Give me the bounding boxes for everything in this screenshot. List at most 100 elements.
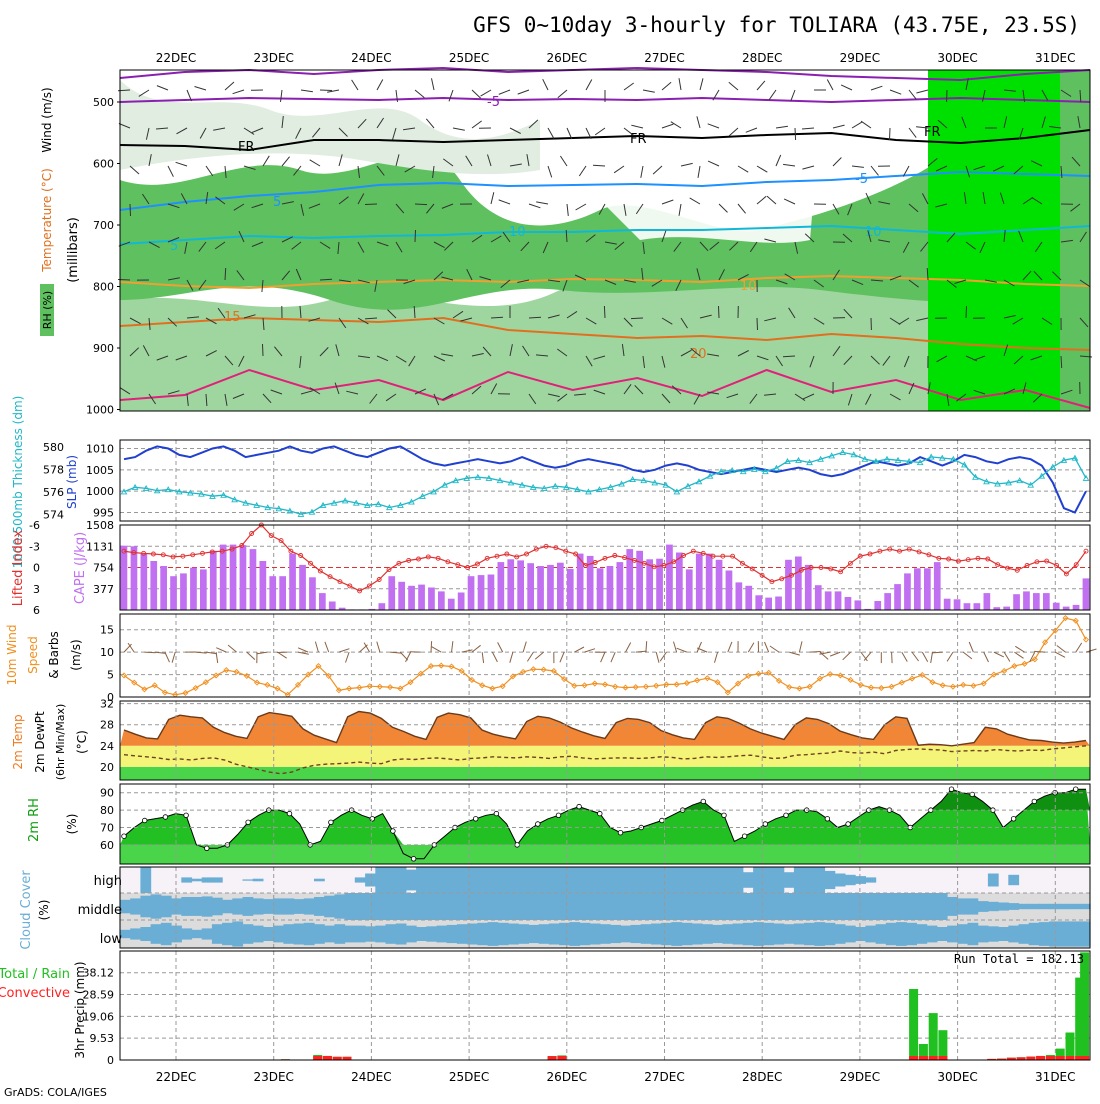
cape-bar bbox=[131, 546, 138, 610]
cape-bar bbox=[974, 603, 981, 610]
cloud-middle-bar bbox=[243, 897, 254, 916]
bottom-day-label: 26DEC bbox=[547, 1070, 587, 1084]
cloud-low-bar bbox=[937, 927, 948, 941]
cloud-low-bar bbox=[968, 923, 979, 945]
millibars-axis-label: (millibars) bbox=[66, 217, 81, 283]
cape-bar bbox=[1083, 578, 1090, 610]
temperature-axis-label: Temperature (°C) bbox=[40, 168, 54, 273]
rh2m-point bbox=[494, 811, 499, 816]
cape-tick: 377 bbox=[93, 583, 114, 596]
cloud-low-bar bbox=[202, 928, 213, 939]
wind10-barb bbox=[626, 643, 631, 653]
cloud-middle-bar bbox=[1059, 904, 1070, 909]
cloud-middle-bar bbox=[559, 893, 570, 920]
cloud-high-bar bbox=[600, 867, 611, 893]
cloud-middle-bar bbox=[631, 893, 642, 920]
cloud-middle-bar bbox=[876, 893, 887, 920]
cloud-high-bar bbox=[508, 867, 519, 893]
cloud-low-bar bbox=[671, 922, 682, 946]
temp2m-tick: 24 bbox=[100, 740, 114, 753]
cloud-middle-bar bbox=[610, 893, 621, 920]
cloud-high-bar bbox=[743, 872, 754, 888]
cape-bar bbox=[379, 603, 386, 610]
cloud-low-bar bbox=[702, 924, 713, 944]
precip-convective-bar bbox=[1026, 1057, 1035, 1060]
wind10-barb bbox=[247, 652, 255, 659]
wind-barb bbox=[320, 90, 332, 91]
contour-label: 10 bbox=[865, 225, 882, 240]
cloud-low-bar bbox=[365, 926, 376, 941]
cloud-middle-bar bbox=[651, 893, 662, 920]
rh2m-unit-label: (%) bbox=[65, 814, 79, 835]
cloud-middle-bar bbox=[722, 893, 733, 920]
cloud-low-bar bbox=[682, 923, 693, 945]
cloud-middle-bar bbox=[386, 893, 397, 920]
cloud-high-bar bbox=[396, 867, 407, 893]
cloud-low-bar bbox=[569, 922, 580, 946]
wind10-barb bbox=[172, 652, 175, 663]
rh2m-point bbox=[411, 857, 416, 862]
cloud-low-bar bbox=[181, 928, 192, 939]
precip-convective-bar bbox=[1046, 1056, 1055, 1060]
wind10-barb bbox=[1034, 651, 1045, 652]
wind10-barb bbox=[963, 652, 972, 659]
cloud-low-bar bbox=[1049, 921, 1060, 946]
cloud-high-bar bbox=[712, 867, 723, 893]
cloud-low-bar bbox=[355, 926, 366, 943]
cloud-low-bar bbox=[192, 930, 203, 938]
cloud-low-bar bbox=[1059, 921, 1070, 946]
cloud-high-bar bbox=[202, 877, 213, 882]
bottom-day-label: 24DEC bbox=[351, 1070, 391, 1084]
cape-bar bbox=[478, 575, 485, 610]
cloud-middle-bar bbox=[222, 900, 233, 914]
li-tick: -6 bbox=[29, 519, 40, 532]
cloud-middle-bar bbox=[569, 893, 580, 920]
cloud-high-bar bbox=[671, 867, 682, 893]
cape-bar bbox=[388, 576, 395, 610]
cloud-low-bar bbox=[804, 923, 815, 945]
cape-bar bbox=[964, 603, 971, 610]
top-day-label: 27DEC bbox=[644, 51, 684, 65]
cloud-low-bar bbox=[334, 924, 345, 944]
wind10-barb bbox=[390, 652, 401, 653]
rh2m-point bbox=[391, 829, 396, 834]
wind10-barb bbox=[406, 652, 411, 662]
cloud-middle-bar bbox=[784, 893, 795, 920]
wind-barb bbox=[1061, 356, 1062, 368]
wind10-barb bbox=[346, 652, 350, 662]
cloud-unit-label: (%) bbox=[37, 900, 51, 921]
cape-bar bbox=[121, 546, 128, 610]
wind10-barb bbox=[165, 652, 170, 662]
wind10-barb bbox=[298, 648, 308, 652]
precip-total-bar bbox=[929, 1013, 938, 1060]
cloud-middle-bar bbox=[151, 894, 162, 918]
cape-bar bbox=[269, 576, 276, 610]
wind-barb bbox=[719, 306, 720, 318]
cloud-low-bar bbox=[488, 922, 499, 946]
cloud-middle-bar bbox=[1070, 904, 1081, 909]
cloud-level-high: high bbox=[94, 874, 122, 889]
bottom-day-label: 25DEC bbox=[449, 1070, 489, 1084]
cape-bar bbox=[1023, 591, 1030, 610]
cloud-middle-bar bbox=[263, 899, 274, 914]
wind-barb bbox=[604, 306, 605, 318]
cloud-high-bar bbox=[610, 867, 621, 893]
precip-convective-bar bbox=[929, 1056, 938, 1060]
cloud-low-bar bbox=[855, 927, 866, 941]
wind10-barb bbox=[892, 652, 893, 663]
cape-bar bbox=[696, 554, 703, 610]
contour-label: -5 bbox=[487, 95, 500, 110]
cloud-middle-bar bbox=[253, 898, 264, 914]
cloud-middle-bar bbox=[1049, 904, 1060, 909]
cloud-middle-bar bbox=[1080, 904, 1091, 909]
wind10-barb bbox=[843, 652, 851, 660]
cloud-middle-bar bbox=[477, 893, 488, 920]
rh2m-axis-label: 2m RH bbox=[27, 798, 42, 842]
cape-bar bbox=[557, 563, 564, 610]
contour-label: 5 bbox=[273, 195, 281, 210]
wind10-barb bbox=[510, 652, 513, 663]
